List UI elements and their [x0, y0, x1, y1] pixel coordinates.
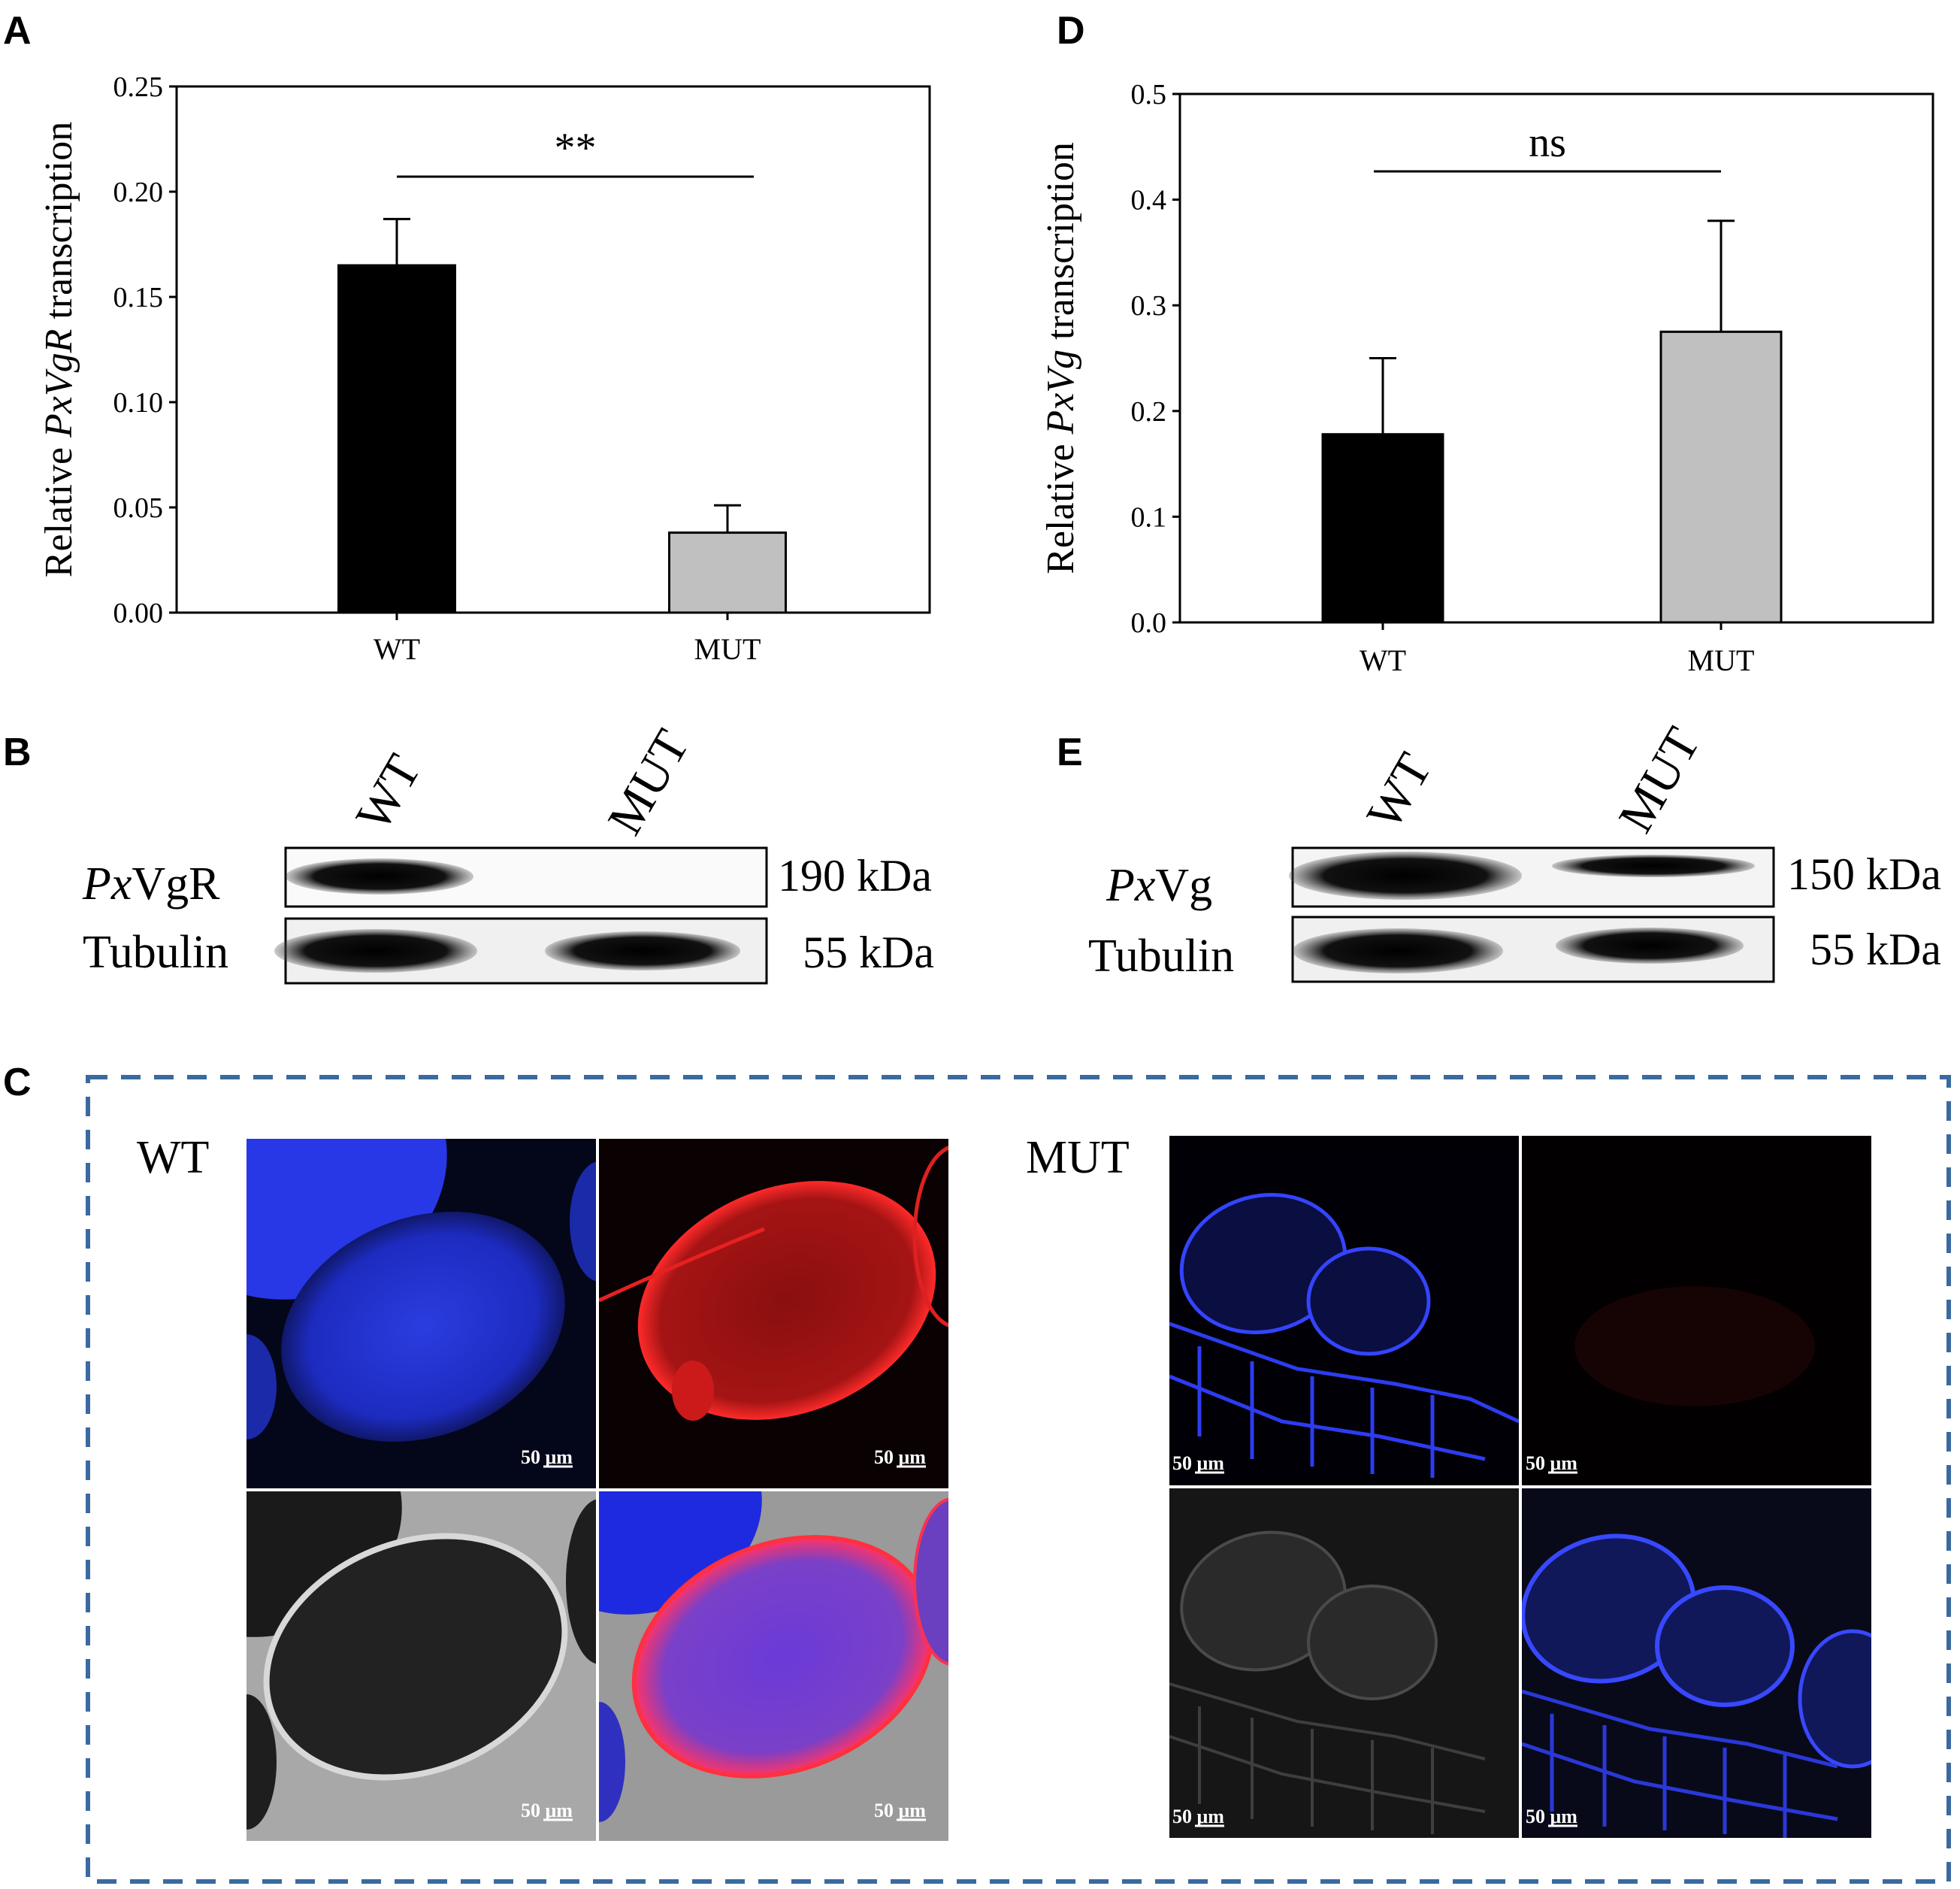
svg-text:50 μm: 50 μm: [1172, 1452, 1224, 1474]
blot-b-control-label: Tubulin: [83, 927, 228, 978]
mut-image-merge: [1522, 1488, 1871, 1838]
y-tick-label: 0.1: [1131, 501, 1167, 533]
scale-bar-mut-dapi: 50 μm: [1172, 1452, 1224, 1474]
y-tick-label: 0.2: [1131, 396, 1167, 428]
mut-image-brightfield: [1169, 1488, 1519, 1838]
western-blot-e: WT MUT PxVg Tubulin 150 kDa 55 kDa: [1088, 719, 1941, 983]
y-tick-label: 0.00: [113, 598, 164, 629]
blot-b-control-band-mut: [545, 931, 740, 970]
blot-e-control-size: 55 kDa: [1810, 925, 1941, 974]
blot-b-control-size: 55 kDa: [803, 928, 934, 977]
wt-image-merge: [599, 1491, 948, 1841]
blot-b-lane-wt: WT: [346, 746, 432, 840]
svg-text:50 μm: 50 μm: [1526, 1452, 1577, 1474]
scale-bar-wt-red: 50 μm: [874, 1446, 926, 1468]
scale-bar-wt-brightfield: 50 μm: [521, 1800, 573, 1821]
svg-text:50 μm: 50 μm: [874, 1800, 926, 1821]
chart-a: 0.00 0.05 0.10 0.15 0.20 0.25 WT MUT ** Relative …: [38, 71, 931, 666]
svg-text:50 μm: 50 μm: [874, 1446, 926, 1468]
y-tick-label: 0.20: [113, 177, 164, 208]
panel-letter-c: C: [3, 1061, 32, 1104]
blot-e-target-size: 150 kDa: [1787, 849, 1941, 899]
blot-e-lane-mut: MUT: [1608, 719, 1711, 842]
significance-label: **: [555, 125, 597, 171]
svg-text:50 μm: 50 μm: [521, 1446, 573, 1468]
scale-bar-wt-dapi: 50 μm: [521, 1446, 573, 1468]
chart-a-plot-frame: [175, 85, 931, 614]
x-tick-label-mut: MUT: [694, 632, 761, 666]
y-tick-label: 0.25: [113, 71, 164, 103]
blot-e-control-band-wt: [1293, 928, 1503, 973]
y-tick-label: 0.10: [113, 387, 164, 419]
chart-d-plot-frame: [1178, 92, 1934, 624]
svg-text:50 μm: 50 μm: [521, 1800, 573, 1821]
y-tick-label: 0.15: [113, 282, 164, 313]
wt-image-brightfield: [247, 1491, 596, 1841]
y-tick-label: 0.0: [1131, 607, 1167, 639]
western-blot-b: WT MUT PxVgR Tubulin 190 kDa 55 kDa: [82, 721, 934, 985]
scale-bar-mut-merge: 50 μm: [1526, 1806, 1577, 1827]
blot-e-lane-wt: WT: [1357, 744, 1443, 838]
x-tick-label-wt: WT: [1360, 643, 1406, 677]
mut-image-red: [1522, 1136, 1871, 1485]
y-tick-label: 0.05: [113, 492, 164, 524]
microscopy-group-wt: WT: [137, 1132, 209, 1183]
y-axis-label: Relative PxVg transcription: [1039, 142, 1082, 574]
panel-letter-e: E: [1057, 731, 1083, 774]
y-axis-label: Relative PxVgR transcription: [38, 122, 80, 577]
bar-mut: [1659, 330, 1783, 624]
mut-image-dapi: [1169, 1136, 1519, 1485]
blot-b-target-band-wt: [286, 858, 473, 895]
y-tick-label: 0.5: [1131, 79, 1167, 110]
blot-e-target-band-wt: [1289, 852, 1522, 900]
wt-image-dapi: [247, 1139, 596, 1488]
svg-text:50 μm: 50 μm: [1172, 1806, 1224, 1827]
scale-bar-mut-red: 50 μm: [1526, 1452, 1577, 1474]
microscopy-panel-c: WT MUT: [86, 1075, 1951, 1884]
panel-letter-b: B: [3, 731, 32, 774]
blot-b-control-band-wt: [274, 929, 477, 973]
blot-e-control-band-mut: [1556, 928, 1744, 964]
x-tick-label-wt: WT: [374, 632, 420, 666]
blot-b-target-label: PxVgR: [82, 858, 220, 910]
scale-bar-wt-merge: 50 μm: [874, 1800, 926, 1821]
bar-wt: [337, 264, 456, 614]
panel-letter-d: D: [1057, 9, 1085, 53]
microscopy-dashed-border: [86, 1075, 1951, 1884]
y-tick-label: 0.3: [1131, 290, 1167, 322]
blot-b-lane-mut: MUT: [597, 721, 700, 844]
svg-text:50 μm: 50 μm: [1526, 1806, 1577, 1827]
y-tick-label: 0.4: [1131, 185, 1167, 216]
blot-e-control-label: Tubulin: [1088, 931, 1234, 982]
microscopy-group-mut: MUT: [1026, 1132, 1130, 1183]
bar-wt: [1321, 433, 1444, 624]
bar-mut: [668, 531, 787, 614]
panel-letter-a: A: [3, 9, 32, 53]
x-tick-label-mut: MUT: [1688, 643, 1755, 677]
blot-e-target-band-mut: [1552, 855, 1755, 877]
scale-bar-mut-brightfield: 50 μm: [1172, 1806, 1224, 1827]
wt-image-red: [599, 1139, 948, 1488]
blot-b-target-size: 190 kDa: [778, 851, 932, 901]
significance-label: ns: [1529, 120, 1566, 166]
chart-d: 0.0 0.1 0.2 0.3 0.4 0.5 WT MUT ns Relative PxVg t…: [1039, 79, 1934, 677]
blot-e-target-label: PxVg: [1106, 860, 1212, 911]
